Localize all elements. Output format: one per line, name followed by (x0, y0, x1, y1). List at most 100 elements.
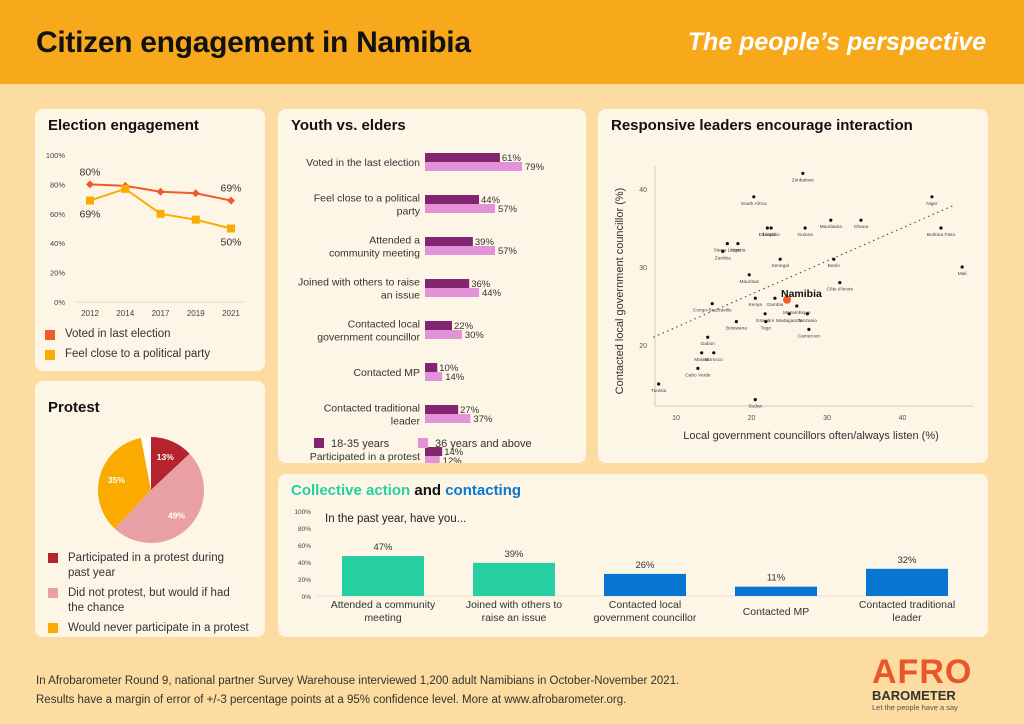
scatter-chart: 10 20 30 40 20 30 40 Local government councillo… (614, 166, 973, 442)
data-point (769, 226, 773, 230)
data-point (696, 366, 700, 370)
y-tick-label: 0% (54, 298, 65, 307)
data-point (753, 398, 757, 402)
category-label: community meeting (329, 248, 420, 260)
point-label: Malawi (694, 357, 709, 363)
bar (425, 330, 462, 339)
point-label: South Africa (741, 201, 767, 207)
point-label: Tunisia (651, 388, 667, 394)
bar (425, 456, 440, 463)
category-label: Contacted local (348, 319, 420, 331)
legend-item: Did not protest, but would if had the cha… (48, 586, 263, 616)
bar (342, 556, 424, 596)
y-tick-label: 60% (298, 543, 311, 550)
bar (425, 246, 495, 255)
bar-value-label: 30% (465, 330, 485, 341)
category-label: Participated in a protest (310, 451, 420, 463)
bar-value-label: 57% (498, 204, 518, 215)
category-label: Voted in the last election (306, 157, 420, 169)
category-label: government councillor (317, 332, 420, 344)
bar (425, 204, 495, 213)
panel-title: Election engagement (48, 117, 199, 134)
logo-subtext: BAROMETER (872, 688, 956, 703)
bar (425, 363, 438, 372)
bar (604, 573, 686, 596)
bar (735, 586, 817, 596)
point-label: Tanzania (798, 318, 818, 324)
data-point (787, 312, 791, 316)
point-label: Mali (958, 271, 967, 277)
data-point (805, 312, 809, 316)
category-label: raise an issue (482, 612, 547, 624)
y-tick-label: 20% (50, 269, 65, 278)
data-point (807, 327, 811, 331)
bar-value-label: 57% (498, 246, 518, 257)
bar-value-label: 39% (475, 237, 495, 248)
afrobarometer-logo[interactable]: AFRO BAROMETER Let the people have a say (872, 655, 982, 713)
x-axis-title: Local government councillors often/alway… (683, 430, 939, 442)
category-label: Attended a (369, 235, 420, 247)
category-label: government councillor (594, 612, 697, 624)
bar-value-label: 44% (481, 195, 501, 206)
data-point (191, 189, 200, 198)
bar (425, 447, 443, 456)
y-tick-label: 30 (639, 265, 647, 272)
data-point (156, 187, 165, 196)
x-tick-label: 2017 (152, 309, 170, 318)
data-point (764, 320, 768, 324)
logo-tagline: Let the people have a say (872, 703, 958, 712)
bar (425, 279, 470, 288)
data-point (706, 335, 710, 339)
x-tick-label: 2014 (116, 309, 134, 318)
bar-value-label: 22% (454, 321, 474, 332)
data-point (747, 273, 751, 277)
bar-value-label: 61% (502, 153, 522, 164)
data-point (721, 249, 725, 253)
data-point (191, 215, 200, 224)
page-subtitle: The people’s perspective (687, 28, 986, 56)
category-label: Contacted traditional (324, 403, 420, 415)
panel-title: Collective action and contacting (291, 482, 521, 499)
point-label: Côte d'Ivoire (826, 287, 853, 293)
data-point (710, 302, 714, 306)
point-label: Mauritius (740, 279, 760, 285)
x-tick-label: 30 (823, 415, 831, 422)
y-tick-label: 20 (639, 343, 647, 350)
data-point (700, 351, 704, 355)
category-label: an issue (381, 290, 420, 302)
y-tick-label: 40 (639, 187, 647, 194)
bar (473, 562, 555, 596)
x-tick-label: 20 (748, 415, 756, 422)
youth-bar-chart: Voted in the last election 61%79% Feel clo… (298, 153, 545, 463)
data-point (227, 224, 235, 233)
bar-value-label: 27% (460, 405, 480, 416)
footer-line-1: In Afrobarometer Round 9, national partn… (36, 675, 680, 687)
y-tick-label: 80% (298, 526, 311, 533)
chart-subtitle: In the past year, have you... (325, 513, 466, 525)
point-label-highlight: Namibia (781, 288, 822, 300)
point-label: Niger (926, 201, 938, 207)
legend-label: Feel close to a political party (65, 348, 211, 360)
category-label: leader (391, 416, 421, 428)
point-label: Ghana (854, 224, 869, 230)
point-label: Senegal (771, 263, 789, 269)
data-point (832, 257, 836, 261)
y-tick-label: 0% (302, 594, 312, 601)
data-point (121, 184, 130, 193)
legend-item-party: Feel close to a political party (45, 348, 210, 360)
title-part: Collective action (291, 482, 411, 499)
data-label: 69% (79, 209, 100, 221)
data-point (939, 226, 943, 230)
bar (425, 153, 500, 162)
legend-label: 18-35 years (331, 438, 390, 450)
category-label: party (397, 206, 421, 218)
title-part: contacting (445, 482, 522, 499)
data-point (795, 304, 799, 308)
footer-line-2: Results have a margin of error of +/-3 p… (36, 694, 627, 706)
point-label: Sudan (748, 404, 762, 410)
protest-pie-chart: 13% 49% 35% (98, 437, 205, 544)
point-label: Nigeria (730, 248, 746, 254)
pie-slice (98, 437, 151, 529)
pie-slice (114, 453, 205, 544)
point-label: Ethiopia (759, 232, 777, 238)
